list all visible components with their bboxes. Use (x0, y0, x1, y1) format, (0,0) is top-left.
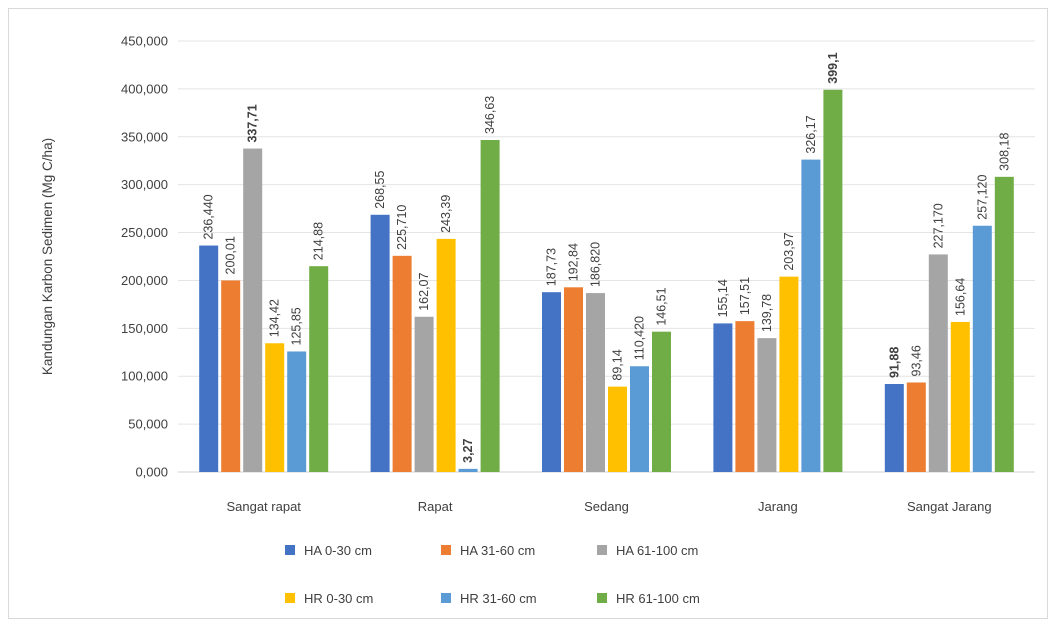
data-label: 346,63 (483, 96, 497, 134)
bar (458, 468, 478, 472)
y-axis-title: Kandungan Karbon Sedimen (Mg C/ha) (40, 138, 55, 375)
bar (287, 351, 307, 472)
legend: HA 0-30 cm HA 31-60 cm HA 61-100 cm HR 0-30… (285, 543, 700, 606)
data-label: 155,14 (716, 279, 730, 317)
y-tick-label: 100,000 (121, 369, 168, 384)
data-label: 337,71 (246, 104, 260, 142)
x-category-label: Sedang (584, 499, 629, 514)
bar (564, 287, 583, 472)
chart-frame (8, 8, 1048, 619)
legend-label: HA 31-60 cm (460, 543, 535, 558)
y-axis-ticks: 0,000 50,000 100,000 150,000 200,000 250,000 3… (121, 34, 168, 480)
legend-label: HA 61-100 cm (616, 543, 698, 558)
value-labels: 236,440 200,01 337,71 134,42 125,85 214,88 268… (202, 52, 1012, 462)
bar (972, 225, 992, 472)
bar (243, 148, 263, 472)
y-tick-label: 400,000 (121, 81, 168, 96)
data-label: 156,64 (953, 278, 967, 316)
legend-swatch (285, 593, 295, 603)
legend-swatch (441, 593, 451, 603)
bar (265, 343, 285, 472)
x-category-label: Sangat Jarang (907, 499, 992, 514)
y-tick-label: 50,000 (128, 417, 168, 432)
legend-label: HR 61-100 cm (616, 591, 700, 606)
bar (823, 89, 843, 472)
legend-swatch (597, 545, 607, 555)
legend-label: HR 31-60 cm (460, 591, 537, 606)
bar (906, 382, 926, 472)
data-label: 243,39 (439, 195, 453, 233)
legend-swatch (597, 593, 607, 603)
bar (994, 176, 1014, 473)
data-label: 399,1 (826, 52, 840, 83)
bar (586, 293, 605, 472)
data-label: 134,42 (268, 299, 282, 337)
bar (370, 214, 390, 473)
data-label: 257,120 (975, 175, 989, 220)
data-label: 203,97 (782, 232, 796, 270)
data-label: 187,73 (545, 248, 559, 286)
legend-label: HA 0-30 cm (304, 543, 372, 558)
x-category-label: Rapat (418, 499, 453, 514)
data-label: 89,14 (611, 349, 625, 380)
bar (713, 323, 733, 472)
data-label: 91,88 (887, 347, 901, 378)
bar (414, 316, 434, 472)
data-label: 93,46 (909, 345, 923, 376)
data-label: 162,07 (417, 272, 431, 310)
data-label: 146,51 (655, 287, 669, 325)
bar (392, 255, 412, 472)
data-label: 139,78 (760, 294, 774, 332)
category-labels: Sangat rapat Rapat Sedang Jarang Sangat Jara… (226, 499, 991, 514)
bar (608, 386, 627, 472)
bar (436, 238, 456, 472)
bar (779, 276, 799, 472)
data-label: 326,17 (804, 115, 818, 153)
bar (309, 266, 329, 472)
data-label: 308,18 (997, 133, 1011, 171)
y-tick-label: 350,000 (121, 129, 168, 144)
bar (928, 254, 948, 472)
data-label: 227,170 (931, 203, 945, 248)
data-label: 192,84 (567, 243, 581, 281)
bar (542, 292, 561, 472)
bar (884, 383, 904, 472)
data-label: 268,55 (373, 171, 387, 209)
data-label: 225,710 (395, 205, 409, 250)
data-label: 157,51 (738, 277, 752, 315)
data-label: 200,01 (224, 236, 238, 274)
bar (735, 321, 755, 472)
legend-label: HR 0-30 cm (304, 591, 373, 606)
data-label: 110,420 (633, 316, 647, 360)
y-tick-label: 250,000 (121, 225, 168, 240)
bar (950, 321, 970, 472)
x-category-label: Sangat rapat (226, 499, 301, 514)
x-category-label: Jarang (758, 499, 798, 514)
bar (757, 338, 777, 472)
y-tick-label: 0,000 (135, 465, 168, 480)
data-label: 236,440 (202, 194, 216, 239)
bar (199, 245, 219, 472)
bar (480, 140, 500, 472)
gridlines (178, 40, 1035, 473)
y-tick-label: 450,000 (121, 34, 168, 49)
data-label: 3,27 (461, 438, 475, 462)
y-tick-label: 200,000 (121, 273, 168, 288)
bar (652, 331, 671, 472)
bar (801, 159, 821, 472)
bar (221, 280, 241, 472)
legend-swatch (441, 545, 451, 555)
y-tick-label: 300,000 (121, 177, 168, 192)
data-label: 125,85 (290, 307, 304, 345)
legend-swatch (285, 545, 295, 555)
data-label: 186,820 (589, 242, 603, 287)
data-label: 214,88 (312, 222, 326, 260)
y-tick-label: 150,000 (121, 321, 168, 336)
bars (199, 89, 1014, 473)
bar (630, 366, 649, 472)
